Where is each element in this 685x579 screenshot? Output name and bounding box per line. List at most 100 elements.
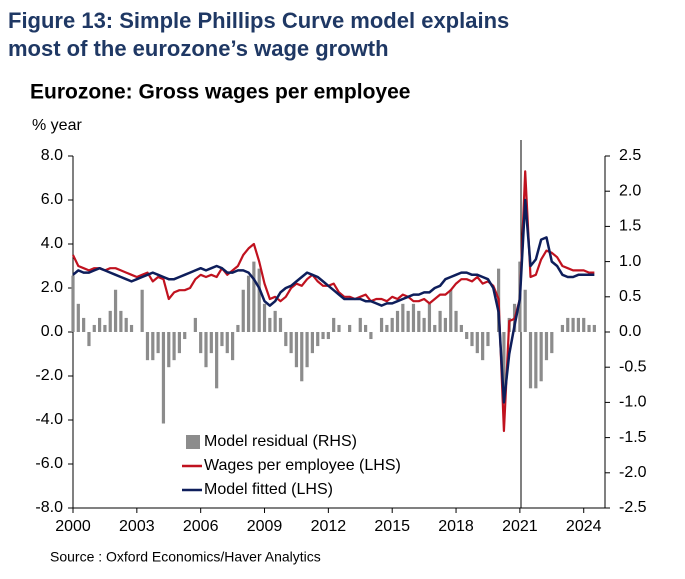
bar: [252, 261, 256, 332]
bar: [172, 332, 176, 361]
bar: [161, 332, 166, 424]
bar: [289, 332, 293, 354]
bar: [406, 310, 410, 332]
bar: [475, 332, 479, 354]
bar: [140, 289, 144, 332]
legend-box: [182, 432, 432, 496]
bar: [481, 332, 485, 361]
bar: [364, 324, 368, 332]
bar: [422, 317, 426, 332]
y2-tick-label: 2.0: [619, 182, 641, 199]
y-axis-label: % year: [32, 117, 82, 134]
bar: [433, 324, 437, 332]
bar: [417, 310, 421, 332]
bar: [566, 317, 570, 332]
bar: [332, 317, 336, 332]
x-tick-label: 2000: [55, 518, 91, 535]
bar: [231, 332, 235, 361]
y-tick-label: -8.0: [35, 499, 63, 516]
y2-tick-label: -1.5: [619, 429, 647, 446]
y-tick-label: -4.0: [35, 411, 63, 428]
bar: [98, 317, 102, 332]
bar: [294, 332, 299, 368]
bar: [528, 332, 533, 389]
bar: [454, 310, 458, 332]
bar: [82, 317, 86, 332]
bar: [225, 332, 229, 354]
bar: [470, 332, 474, 347]
bar: [124, 317, 128, 332]
bar: [145, 332, 150, 361]
bar: [539, 332, 543, 382]
bar: [523, 289, 527, 332]
bar: [183, 332, 187, 340]
y2-tick-label: -0.5: [619, 358, 647, 375]
bar: [369, 332, 373, 340]
y-tick-label: 4.0: [41, 235, 63, 252]
bar: [103, 324, 107, 332]
bar: [209, 332, 213, 354]
bar: [385, 324, 389, 332]
legend-label: Wages per employee (LHS): [204, 457, 401, 474]
x-tick-label: 2006: [183, 518, 219, 535]
bar: [119, 310, 123, 332]
bar: [278, 317, 283, 332]
bar: [486, 332, 490, 347]
y-tick-label: -2.0: [35, 367, 63, 384]
y2-tick-label: 0.0: [619, 323, 641, 340]
x-tick-label: 2024: [566, 518, 602, 535]
bar: [560, 324, 565, 332]
bar: [204, 332, 208, 368]
bar: [411, 303, 416, 332]
bar: [215, 332, 219, 389]
x-tick-label: 2003: [119, 518, 155, 535]
bar: [87, 332, 91, 347]
bar: [571, 317, 575, 332]
bar: [459, 324, 463, 332]
bar: [576, 317, 580, 332]
bar: [550, 332, 554, 354]
bar: [582, 317, 586, 332]
y2-tick-label: -2.0: [619, 464, 647, 481]
bar: [300, 332, 304, 382]
x-tick-label: 2009: [247, 518, 283, 535]
bar: [534, 332, 538, 389]
y-tick-label: 0.0: [41, 323, 63, 340]
y2-tick-label: 0.5: [619, 288, 641, 305]
legend-label: Model residual (RHS): [204, 433, 357, 450]
bar: [310, 332, 314, 354]
bar: [321, 332, 325, 340]
legend-swatch: [186, 435, 200, 449]
bar: [395, 310, 400, 332]
bar: [76, 303, 80, 332]
bar: [236, 324, 240, 332]
x-tick-label: 2021: [502, 518, 538, 535]
bar: [246, 275, 251, 332]
bar: [220, 332, 224, 347]
line: [72, 170, 595, 433]
y2-tick-label: -2.5: [619, 499, 647, 516]
y2-tick-label: 1.0: [619, 253, 641, 270]
bar: [199, 332, 203, 354]
bar: [257, 268, 261, 332]
y2-tick-label: -1.0: [619, 394, 647, 411]
chart-subtitle: Eurozone: Gross wages per employee: [30, 81, 410, 104]
chart-title: most of the eurozone’s wage growth: [8, 36, 389, 61]
bar: [305, 332, 309, 368]
bar: [273, 310, 277, 332]
y-tick-label: 2.0: [41, 279, 63, 296]
y2-tick-label: 2.5: [619, 147, 641, 164]
legend-label: Model fitted (LHS): [204, 481, 333, 498]
bar: [390, 317, 394, 332]
bar: [465, 332, 469, 340]
bar: [379, 317, 384, 332]
chart-title: Figure 13: Simple Phillips Curve model e…: [8, 8, 509, 33]
bar: [337, 324, 341, 332]
bar: [108, 310, 112, 332]
y-tick-label: 8.0: [41, 147, 63, 164]
bar: [326, 332, 330, 340]
bar: [358, 317, 362, 332]
y-tick-label: -6.0: [35, 455, 63, 472]
bar: [241, 289, 245, 332]
bar: [316, 332, 320, 347]
